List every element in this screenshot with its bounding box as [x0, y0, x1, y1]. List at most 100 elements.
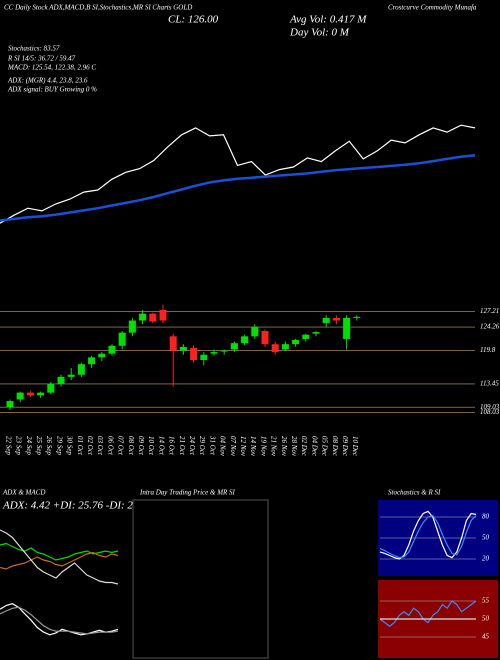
candle-body [220, 350, 228, 352]
x-tick-label: 21 Nov [270, 436, 278, 457]
series-line [0, 124, 476, 224]
series-line [0, 542, 119, 561]
x-tick-label: 24 Sep [25, 436, 33, 455]
x-tick-label: 08 Oct [127, 436, 135, 456]
candle-body [179, 346, 187, 351]
candle-body [118, 332, 126, 346]
series-line [379, 600, 477, 627]
candle-body [302, 334, 310, 339]
series-line [0, 606, 119, 635]
header-title: CC Daily Stock ADX,MACD,B SI,Stochastics… [4, 4, 192, 12]
x-tick-label: 12 Nov [239, 436, 247, 457]
candle-body [251, 326, 259, 337]
y-tick-label: 80 [482, 513, 490, 521]
x-tick-label: 30 Sep [66, 435, 74, 455]
close-price: CL: 126.00 [168, 14, 219, 26]
y-tick-label: 50 [482, 615, 490, 623]
candle-body [16, 392, 24, 400]
series-line [379, 510, 477, 560]
y-tick-label: 50 [482, 534, 490, 542]
x-tick-label: 10 Oct [147, 436, 155, 456]
candle-body [230, 343, 238, 350]
y-tick-label: 113.45 [480, 380, 499, 388]
header-source: Crostcurve Commodity Munafa [388, 4, 477, 12]
candle-body [26, 392, 34, 396]
info-line: ADX: (MGR) 4.4, 23.8, 23.6 [7, 77, 88, 85]
candle-body [281, 344, 289, 350]
intraday-panel [132, 499, 269, 659]
x-tick-label: 21 Oct [178, 436, 186, 456]
x-tick-label: 04 Dec [310, 436, 318, 457]
info-line: ADX signal: BUY Growing 0 % [7, 86, 97, 94]
series-line [0, 529, 119, 585]
candle-body [57, 376, 65, 384]
x-tick-label: 04 Nov [219, 436, 227, 457]
candle-body [77, 364, 85, 375]
y-tick-label: 20 [482, 555, 490, 563]
x-tick-label: 07 Oct [117, 436, 125, 456]
candle-body [343, 317, 351, 339]
series-line [379, 514, 477, 559]
x-tick-label: 22 Sep [4, 436, 12, 455]
x-tick-label: 14 Nov [249, 436, 257, 457]
x-tick-label: 01 Oct [76, 436, 84, 456]
x-tick-label: 24 Oct [188, 436, 196, 456]
x-tick-label: 16 Oct [168, 436, 176, 456]
panel-title: Intra Day Trading Price & MR SI [139, 489, 236, 497]
x-tick-label: 29 Sep [55, 436, 63, 455]
candle-body [312, 332, 320, 334]
candle-body [37, 392, 45, 396]
candle-body [353, 316, 361, 318]
candle-body [47, 383, 55, 393]
x-tick-label: 28 Nov [290, 436, 298, 457]
x-tick-label: 05 Dec [321, 436, 329, 457]
x-tick-label: 14 Oct [157, 436, 165, 456]
x-tick-label: 26 Sep [45, 436, 53, 455]
day-volume: Day Vol: 0 M [289, 27, 350, 39]
x-tick-label: 26 Nov [280, 436, 288, 457]
avg-volume: Avg Vol: 0.417 M [289, 14, 367, 26]
info-line: R SI 14/5: 36.72 / 59.47 [7, 55, 76, 63]
candle-body [6, 401, 14, 408]
candle-body [128, 320, 136, 333]
candle-body [67, 374, 75, 377]
x-tick-label: 09 Oct [137, 436, 145, 456]
x-tick-label: 19 Nov [259, 436, 267, 457]
y-tick-label: 109.03 [480, 403, 500, 411]
x-tick-label: 31 Oct [208, 435, 216, 456]
series-line [0, 551, 119, 570]
panel-title: ADX & MACD [2, 489, 45, 497]
x-tick-label: 25 Sep [35, 436, 43, 455]
candle-body [190, 347, 198, 360]
x-tick-label: 07 Nov [229, 436, 237, 457]
y-tick-label: 119.8 [480, 346, 496, 354]
x-tick-label: 03 Oct [96, 436, 104, 456]
adx-values: ADX: 4.42 +DI: 25.76 -DI: 23.58 [2, 500, 153, 512]
candle-body [149, 313, 157, 322]
candle-body [139, 313, 147, 321]
x-tick-label: 02 Oct [86, 436, 94, 456]
series-line [0, 153, 476, 222]
y-tick-label: 127.21 [480, 307, 499, 315]
x-tick-label: 06 Oct [106, 436, 114, 456]
candle-body [159, 310, 167, 321]
x-tick-label: 02 Dec [300, 436, 308, 457]
candle-body [210, 352, 218, 354]
candle-body [108, 345, 116, 354]
candle-body [292, 340, 300, 345]
candle-body [98, 353, 106, 358]
y-tick-label: 45 [482, 633, 490, 641]
candle-body [88, 357, 96, 365]
candle-body [241, 336, 249, 344]
candle-body [169, 336, 177, 351]
y-tick-label: 124.26 [480, 323, 500, 331]
candle-body [271, 344, 279, 353]
candle-body [261, 331, 269, 345]
candle-body [322, 317, 330, 324]
x-tick-label: 08 Dec [331, 436, 339, 457]
info-line: MACD: 125.54, 122.38, 2.96 C [7, 64, 96, 72]
y-tick-label: 108.03 [480, 408, 500, 416]
y-tick-label: 55 [482, 597, 490, 605]
